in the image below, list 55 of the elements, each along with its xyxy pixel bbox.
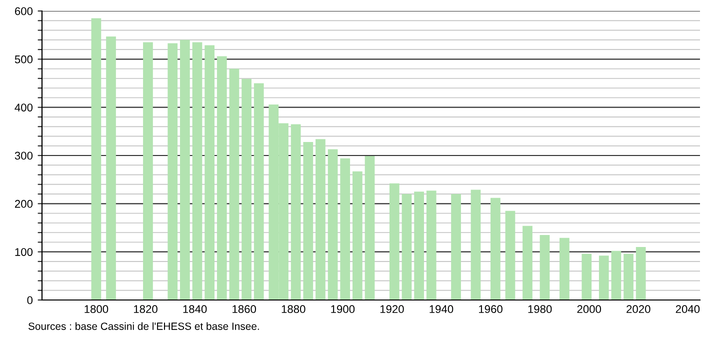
bar <box>470 190 481 300</box>
bar <box>426 190 436 300</box>
y-tick-label: 300 <box>14 152 33 160</box>
bar <box>490 198 500 300</box>
bar <box>598 256 609 300</box>
bar <box>229 68 240 300</box>
bar <box>180 40 190 300</box>
bar <box>352 171 362 300</box>
y-tick-label: 0 <box>27 296 33 304</box>
x-tick-label: 1980 <box>528 305 552 314</box>
x-tick-label: 1920 <box>380 305 404 314</box>
y-tick-label: 200 <box>14 200 33 208</box>
y-tick-label: 600 <box>15 7 33 16</box>
bar <box>451 194 461 300</box>
bar <box>560 238 570 300</box>
x-tick-label: 2020 <box>626 305 650 314</box>
x-tick-label: 1840 <box>183 305 207 314</box>
bar <box>611 250 622 300</box>
bar <box>340 158 350 300</box>
x-tick-label: 1800 <box>84 305 108 314</box>
bar <box>636 247 646 300</box>
x-tick-label: 1880 <box>282 305 306 314</box>
source-note: Sources : base Cassini de l'EHESS et base Insee. <box>28 322 259 330</box>
x-tick-label: 2000 <box>577 305 602 314</box>
bar <box>168 43 178 300</box>
bar <box>522 226 532 300</box>
bar <box>624 254 634 300</box>
x-tick-label: 1960 <box>479 305 502 314</box>
bar <box>204 45 215 300</box>
y-tick-label: 500 <box>14 55 33 64</box>
bar <box>328 149 338 300</box>
bar <box>540 234 550 300</box>
x-tick-label: 1860 <box>232 305 256 314</box>
bar <box>414 192 424 300</box>
bar <box>242 78 252 300</box>
bar <box>582 254 592 300</box>
bar <box>192 42 202 300</box>
x-tick-label: 1940 <box>430 305 454 314</box>
bar <box>254 83 264 300</box>
bar <box>290 124 301 300</box>
bar <box>316 139 326 300</box>
bar <box>364 156 375 300</box>
bar <box>216 56 227 300</box>
bar <box>91 18 102 300</box>
bar <box>303 142 314 300</box>
x-tick-label: 1820 <box>134 305 158 314</box>
bar <box>106 36 116 300</box>
y-tick-label: 400 <box>14 104 33 112</box>
bar <box>402 194 412 300</box>
bar <box>143 42 153 300</box>
bar <box>389 183 400 300</box>
y-tick-label: 100 <box>15 248 33 256</box>
x-tick-label: 1900 <box>331 305 355 314</box>
bar <box>505 210 516 300</box>
x-tick-label: 2040 <box>676 305 700 314</box>
